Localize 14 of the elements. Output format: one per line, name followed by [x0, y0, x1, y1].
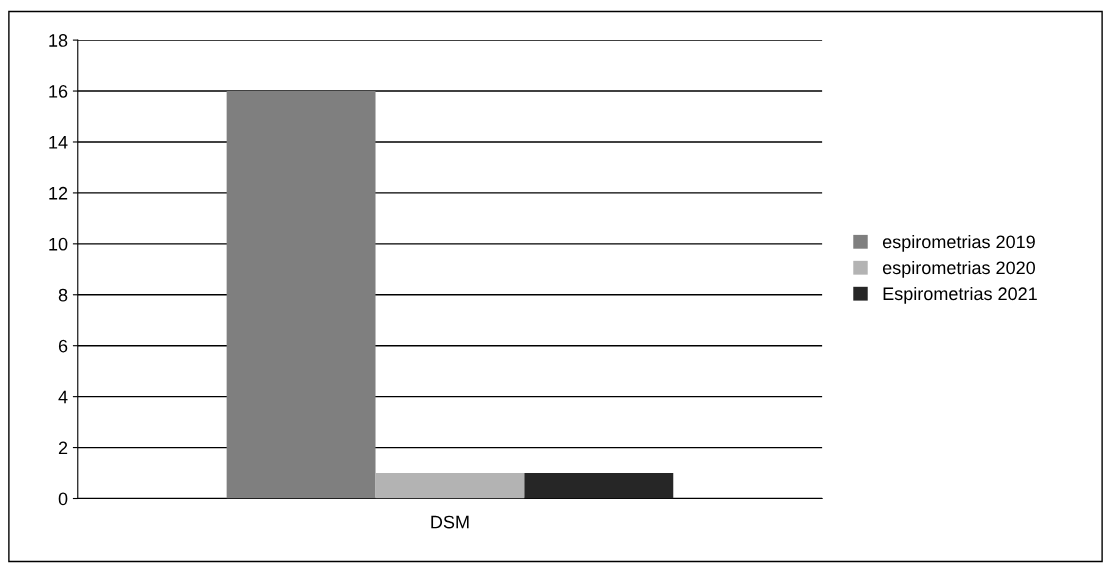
- y-tick-label: 8: [58, 288, 68, 302]
- y-tick-label: 0: [58, 492, 68, 506]
- legend-label: espirometrias 2019: [882, 234, 1035, 252]
- legend-label: espirometrias 2020: [882, 260, 1036, 278]
- y-tick-label: 14: [49, 136, 68, 149]
- legend-label: Espirometrias 2021: [883, 286, 1037, 304]
- y-tick-label: 16: [49, 84, 68, 98]
- y-tick-label: 12: [49, 186, 68, 200]
- y-tick-label: 4: [58, 390, 68, 404]
- y-tick-label: 2: [58, 441, 68, 455]
- y-tick-label: 6: [58, 339, 68, 353]
- y-tick-label: 18: [49, 34, 68, 47]
- y-tick-label: 10: [49, 237, 68, 251]
- x-tick-label: DSM: [431, 515, 469, 529]
